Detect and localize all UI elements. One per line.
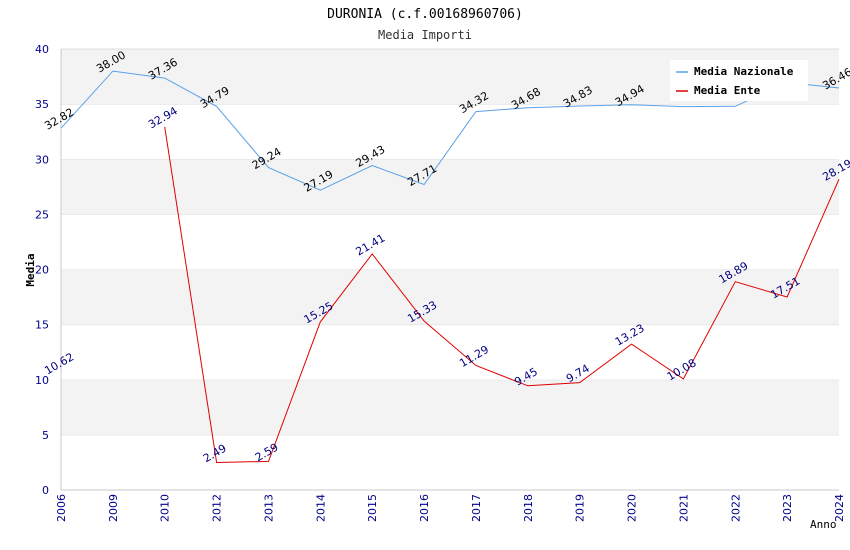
y-tick-label: 10 [35,374,49,387]
y-axis-label: Media [24,253,37,286]
legend-label-media-ente: Media Ente [694,84,761,97]
grid-band [61,434,839,490]
x-tick-label: 2021 [677,494,690,522]
legend-box [670,60,808,101]
x-tick-label: 2024 [833,494,846,522]
grid-band [61,159,839,215]
tick-labels: 0 5 10 15 20 25 30 35 40 2006 2009 2010 2012 2013 2014… [35,43,846,522]
chart-subtitle: Media Importi [378,28,472,42]
y-tick-label: 35 [35,98,49,111]
y-tick-label: 15 [35,319,49,332]
x-tick-label: 2012 [211,494,224,522]
grid-band [61,214,839,270]
legend: Media Nazionale Media Ente [670,60,808,101]
x-axis-label: Anno [810,518,837,531]
x-tick-label: 2010 [159,494,172,522]
x-tick-label: 2006 [55,494,68,522]
x-tick-label: 2018 [522,494,535,522]
x-tick-label: 2009 [107,494,120,522]
legend-label-media-nazionale: Media Nazionale [694,65,794,78]
x-tick-label: 2013 [262,494,275,522]
grid-band [61,379,839,435]
y-tick-label: 25 [35,208,49,221]
y-tick-label: 30 [35,153,49,166]
x-tick-label: 2022 [729,494,742,522]
x-tick-label: 2020 [626,494,639,522]
chart-title: DURONIA (c.f.00168960706) [327,7,523,22]
y-tick-label: 5 [42,429,49,442]
series-line-media-ente [164,126,840,464]
y-tick-label: 20 [35,264,49,277]
series-line-media-nazionale [60,70,840,191]
x-tick-label: 2014 [314,494,327,522]
grid-band [61,104,839,160]
x-tick-label: 2023 [781,494,794,522]
series-lines [60,70,840,464]
x-tick-label: 2015 [366,494,379,522]
axes [60,49,839,491]
x-tick-label: 2016 [418,494,431,522]
y-tick-label: 0 [42,484,49,497]
x-tick-label: 2017 [470,494,483,522]
y-tick-label: 40 [35,43,49,56]
x-tick-label: 2019 [574,494,587,522]
grid-band [61,324,839,380]
